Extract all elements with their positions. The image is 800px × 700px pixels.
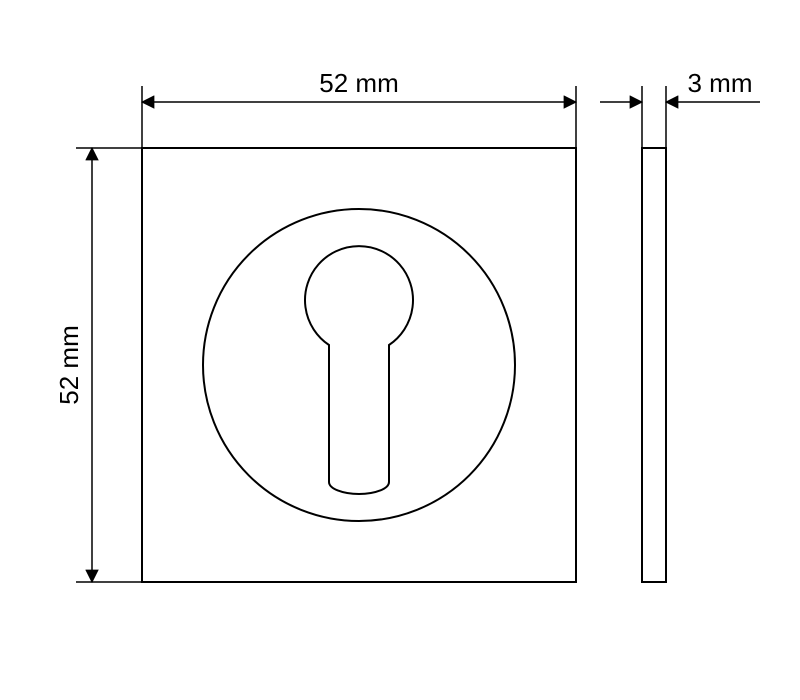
dim-label-thickness: 3 mm xyxy=(688,68,753,98)
escutcheon-circle xyxy=(203,209,515,521)
dim-label-height: 52 mm xyxy=(54,325,84,404)
keyhole xyxy=(305,246,413,494)
side-profile xyxy=(642,148,666,582)
technical-drawing: 52 mm 52 mm 3 mm xyxy=(0,0,800,700)
escutcheon-square xyxy=(142,148,576,582)
dim-label-width: 52 mm xyxy=(319,68,398,98)
